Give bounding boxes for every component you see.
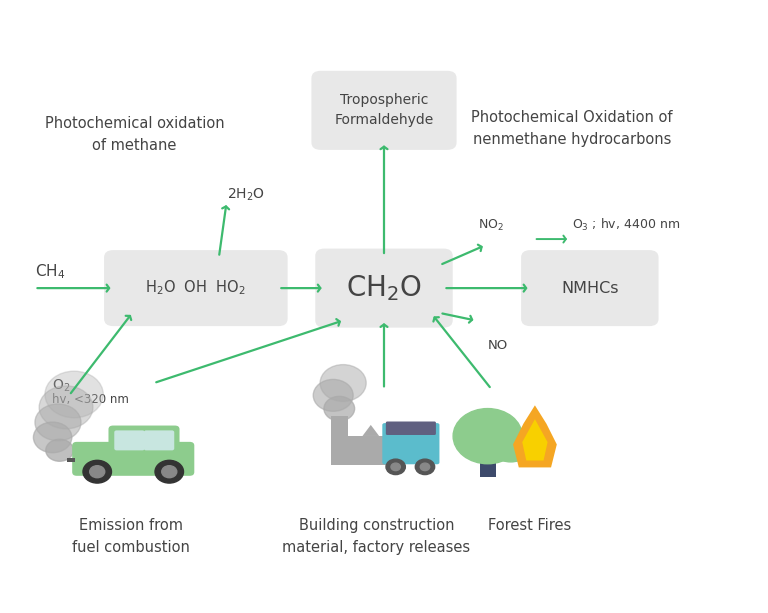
Circle shape <box>90 466 104 478</box>
FancyBboxPatch shape <box>386 422 436 435</box>
Circle shape <box>155 460 184 483</box>
FancyBboxPatch shape <box>477 444 498 449</box>
Text: NMHCs: NMHCs <box>561 281 618 295</box>
Circle shape <box>313 379 353 411</box>
FancyBboxPatch shape <box>114 430 144 451</box>
FancyBboxPatch shape <box>315 248 452 327</box>
Circle shape <box>35 404 81 441</box>
Circle shape <box>391 463 400 471</box>
FancyBboxPatch shape <box>348 436 400 465</box>
Circle shape <box>324 397 355 421</box>
Circle shape <box>453 408 522 464</box>
Text: NO: NO <box>488 339 508 352</box>
FancyBboxPatch shape <box>104 250 287 326</box>
Polygon shape <box>513 405 557 467</box>
Polygon shape <box>348 425 400 436</box>
FancyBboxPatch shape <box>72 442 194 476</box>
Circle shape <box>320 365 366 402</box>
FancyBboxPatch shape <box>312 71 456 150</box>
FancyBboxPatch shape <box>521 250 658 326</box>
Circle shape <box>415 459 435 474</box>
Circle shape <box>39 386 93 429</box>
Circle shape <box>45 371 103 418</box>
Circle shape <box>83 460 111 483</box>
FancyBboxPatch shape <box>144 430 174 451</box>
Text: H$_2$O  OH  HO$_2$: H$_2$O OH HO$_2$ <box>145 279 247 297</box>
Text: Forest Fires: Forest Fires <box>488 518 571 533</box>
Text: hv, <320 nm: hv, <320 nm <box>52 393 129 406</box>
Circle shape <box>420 463 429 471</box>
Text: Photochemical Oxidation of
nenmethane hydrocarbons: Photochemical Oxidation of nenmethane hy… <box>472 110 673 147</box>
Circle shape <box>46 439 74 461</box>
Text: Building construction
material, factory releases: Building construction material, factory … <box>283 518 470 555</box>
FancyBboxPatch shape <box>331 416 348 465</box>
Polygon shape <box>522 419 548 460</box>
Circle shape <box>386 459 406 474</box>
Text: O$_3$ ; hv, 4400 nm: O$_3$ ; hv, 4400 nm <box>572 217 680 233</box>
Circle shape <box>489 427 533 462</box>
Text: 2H$_2$O: 2H$_2$O <box>227 187 265 203</box>
FancyBboxPatch shape <box>67 459 75 462</box>
Text: CH$_2$O: CH$_2$O <box>346 273 422 303</box>
Text: Emission from
fuel combustion: Emission from fuel combustion <box>71 518 190 555</box>
Text: Photochemical oxidation
of methane: Photochemical oxidation of methane <box>45 116 224 153</box>
Text: CH$_4$: CH$_4$ <box>35 262 65 281</box>
FancyBboxPatch shape <box>475 452 501 459</box>
Circle shape <box>162 466 177 478</box>
Text: Tropospheric
Formaldehyde: Tropospheric Formaldehyde <box>334 93 434 128</box>
FancyBboxPatch shape <box>479 451 496 477</box>
Circle shape <box>34 422 72 452</box>
FancyBboxPatch shape <box>382 423 439 464</box>
Text: O$_2$: O$_2$ <box>52 378 71 394</box>
FancyBboxPatch shape <box>108 425 180 455</box>
Text: NO$_2$: NO$_2$ <box>478 218 504 233</box>
